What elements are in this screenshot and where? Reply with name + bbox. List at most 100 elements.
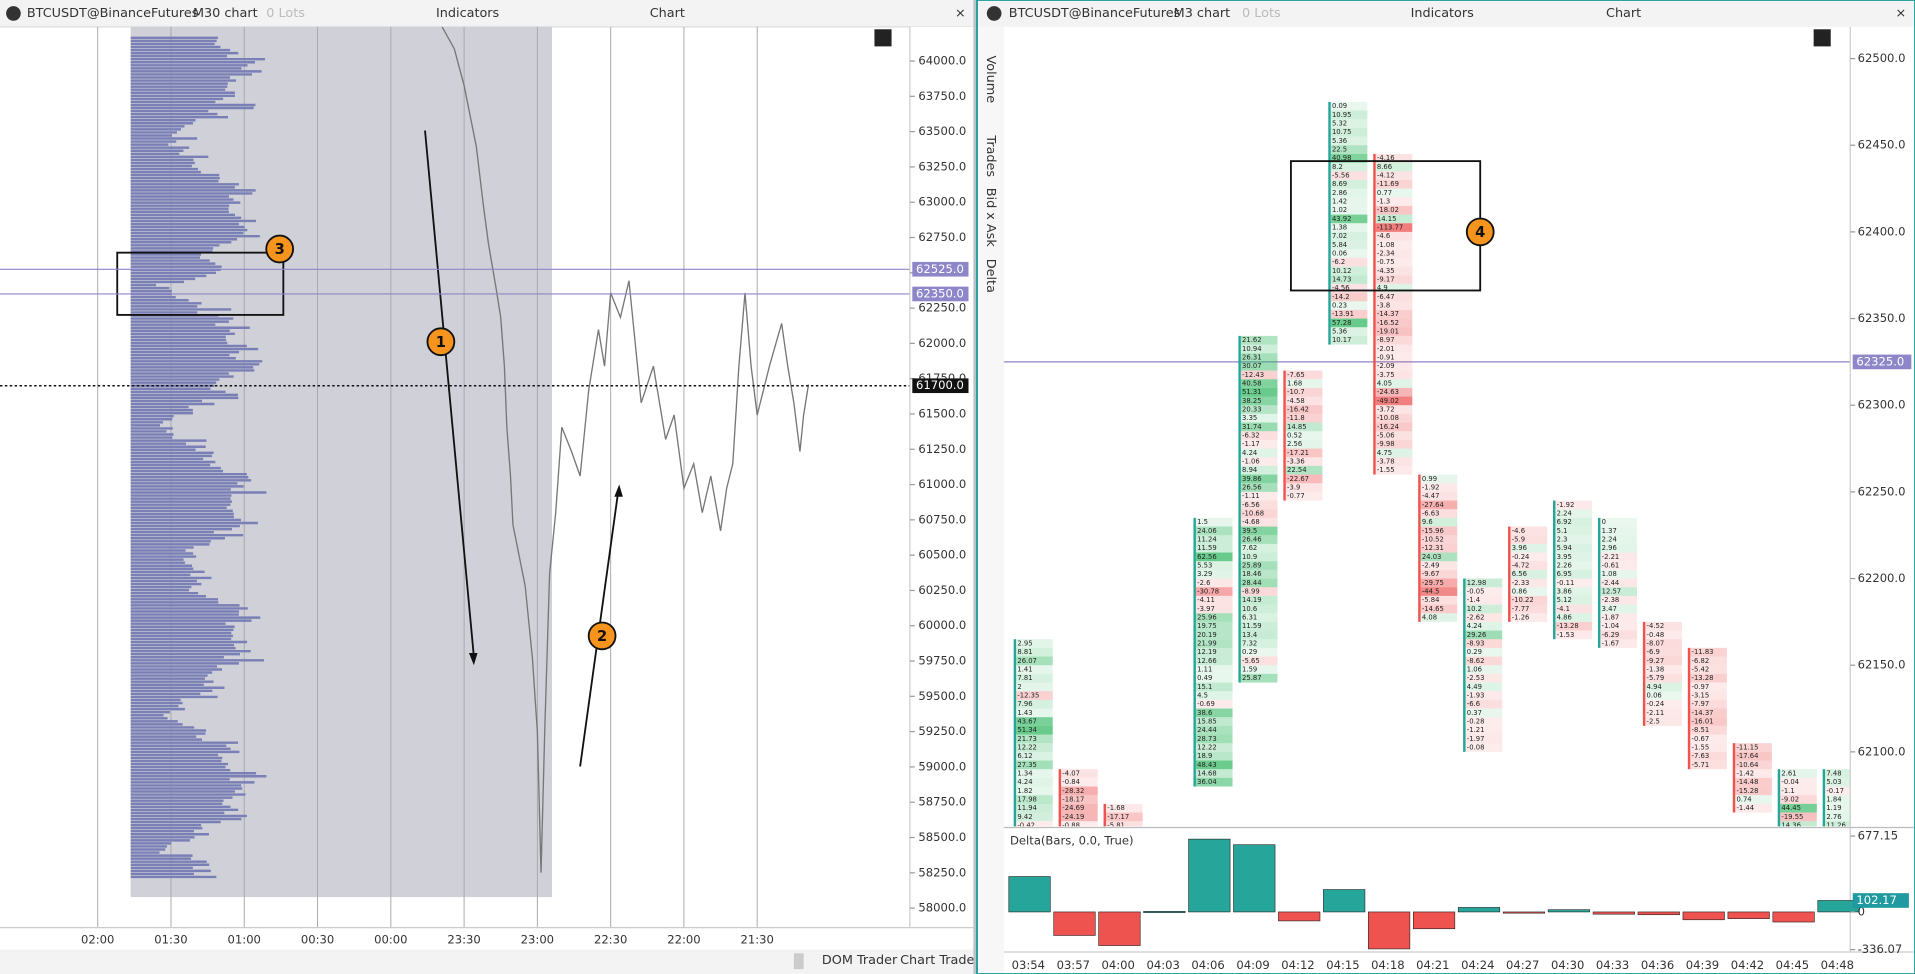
cluster-cell <box>1285 405 1323 414</box>
cluster-value: -7.63 <box>1692 752 1710 760</box>
cluster-value: 5.84 <box>1332 241 1347 249</box>
cluster-value: 9.6 <box>1422 518 1433 526</box>
cluster-cell <box>1555 526 1593 536</box>
cluster-cell <box>1420 526 1458 536</box>
cluster-cell <box>1645 708 1682 718</box>
cluster-value: -2.5 <box>1647 718 1660 726</box>
cluster-value: -4.58 <box>1287 397 1305 405</box>
cluster-cell <box>1375 249 1413 258</box>
cluster-cell <box>1690 725 1727 735</box>
cluster-value: -5.81 <box>1107 822 1125 830</box>
cluster-cell <box>1285 431 1323 440</box>
cluster-cell <box>1780 769 1817 778</box>
cluster-value: -3.9 <box>1287 484 1300 492</box>
cluster-cell <box>1600 569 1638 579</box>
cluster-value: -27.64 <box>1422 501 1444 509</box>
cluster-cell <box>1420 509 1458 518</box>
scroll-end-button[interactable] <box>1813 29 1831 47</box>
cluster-value: -6.9 <box>1647 648 1660 656</box>
delta-bar <box>1098 911 1141 946</box>
cluster-value: 0.09 <box>1332 102 1347 110</box>
cluster-cell <box>1600 561 1638 570</box>
symbol[interactable]: BTCUSDT@BinanceFutures <box>1009 6 1181 21</box>
cluster-cell <box>1555 587 1593 596</box>
cluster-value: -1.21 <box>1467 726 1485 734</box>
cluster-cell <box>1375 379 1413 388</box>
cluster-value: -0.17 <box>1826 787 1844 795</box>
cluster-value: -0.84 <box>1062 778 1080 786</box>
timeframe[interactable]: M30 chart <box>193 6 258 21</box>
cluster-cell <box>1061 795 1098 804</box>
cluster-value: 2.3 <box>1557 536 1568 544</box>
cluster-value: -1.55 <box>1377 466 1395 474</box>
cluster-value: 43.92 <box>1332 215 1352 223</box>
cluster-cell <box>1106 812 1143 822</box>
cluster-cell <box>1330 119 1368 128</box>
cluster-value: -6.56 <box>1242 501 1260 509</box>
delta-bar <box>1368 911 1411 950</box>
cluster-value: -1.04 <box>1602 622 1620 630</box>
cluster-value: 0.86 <box>1512 588 1527 596</box>
cluster-cell <box>1240 535 1278 544</box>
annotation-label: 2 <box>597 628 607 645</box>
cluster-cell <box>1645 699 1682 709</box>
cluster-cell <box>1510 552 1548 562</box>
time-label: 03:57 <box>1057 958 1090 972</box>
cluster-value: -10.52 <box>1422 536 1444 544</box>
price-badge-label: 61700.0 <box>916 378 964 392</box>
time-label: 00:00 <box>374 932 407 946</box>
lots[interactable]: 0 Lots <box>1242 6 1281 21</box>
cluster-cell <box>1735 769 1772 778</box>
cluster-cell <box>1600 595 1638 605</box>
divider[interactable] <box>973 0 978 974</box>
delta-bar <box>1008 876 1051 913</box>
cluster-value: 26.31 <box>1242 354 1262 362</box>
cluster-cell <box>1240 457 1278 466</box>
indicators[interactable]: Indicators <box>436 6 500 21</box>
cluster-cell <box>1240 405 1278 414</box>
cluster-value: -5.06 <box>1377 432 1395 440</box>
cluster-value: 17.98 <box>1017 796 1037 804</box>
price-badge <box>912 286 969 302</box>
scroll-end-button[interactable] <box>874 29 892 47</box>
cluster-cell <box>1465 647 1503 657</box>
cluster-value: 19.75 <box>1197 622 1217 630</box>
timeframe[interactable]: M3 chart <box>1174 6 1231 21</box>
cluster-cell <box>1016 795 1053 804</box>
cluster-cell <box>1285 448 1323 458</box>
cluster-cell <box>1330 231 1368 241</box>
cluster-value: -16.01 <box>1692 718 1714 726</box>
cluster-cell <box>1195 699 1233 709</box>
cluster-cell <box>1240 517 1278 527</box>
time-label: 04:03 <box>1146 958 1179 972</box>
lots[interactable]: 0 Lots <box>266 6 305 21</box>
cluster-cell <box>1285 465 1323 475</box>
time-label: 04:09 <box>1236 958 1269 972</box>
cluster-cell <box>1510 613 1548 622</box>
cluster-value: 10.75 <box>1332 128 1352 136</box>
close-button[interactable]: × <box>955 6 966 21</box>
cluster-value: 36.04 <box>1197 778 1217 786</box>
cluster-cell <box>1555 500 1593 510</box>
symbol[interactable]: BTCUSDT@BinanceFutures <box>27 6 199 21</box>
cluster-cell <box>1240 552 1278 562</box>
cluster-value: 0.77 <box>1377 189 1392 197</box>
cluster-value: 0.99 <box>1422 475 1437 483</box>
close-button[interactable]: × <box>1895 6 1906 21</box>
cluster-value: 18.9 <box>1197 752 1212 760</box>
price-tick-label: 62500.0 <box>1858 51 1906 65</box>
cluster-cell <box>1735 743 1772 752</box>
cluster-cell <box>1465 708 1503 718</box>
cluster-cell <box>1195 517 1233 527</box>
cluster-cell <box>1016 639 1053 648</box>
dom-trader-tab[interactable]: DOM Trader <box>822 953 898 968</box>
chart-trader-tab[interactable]: Chart Trader <box>900 953 980 968</box>
cluster-value: -4.56 <box>1332 284 1350 292</box>
cluster-value: 28.73 <box>1197 735 1217 743</box>
cluster-cell <box>1195 630 1233 640</box>
indicators[interactable]: Indicators <box>1411 6 1475 21</box>
cluster-value: 15.1 <box>1197 683 1212 691</box>
time-label: 04:27 <box>1506 958 1539 972</box>
cluster-cell <box>1555 578 1593 588</box>
